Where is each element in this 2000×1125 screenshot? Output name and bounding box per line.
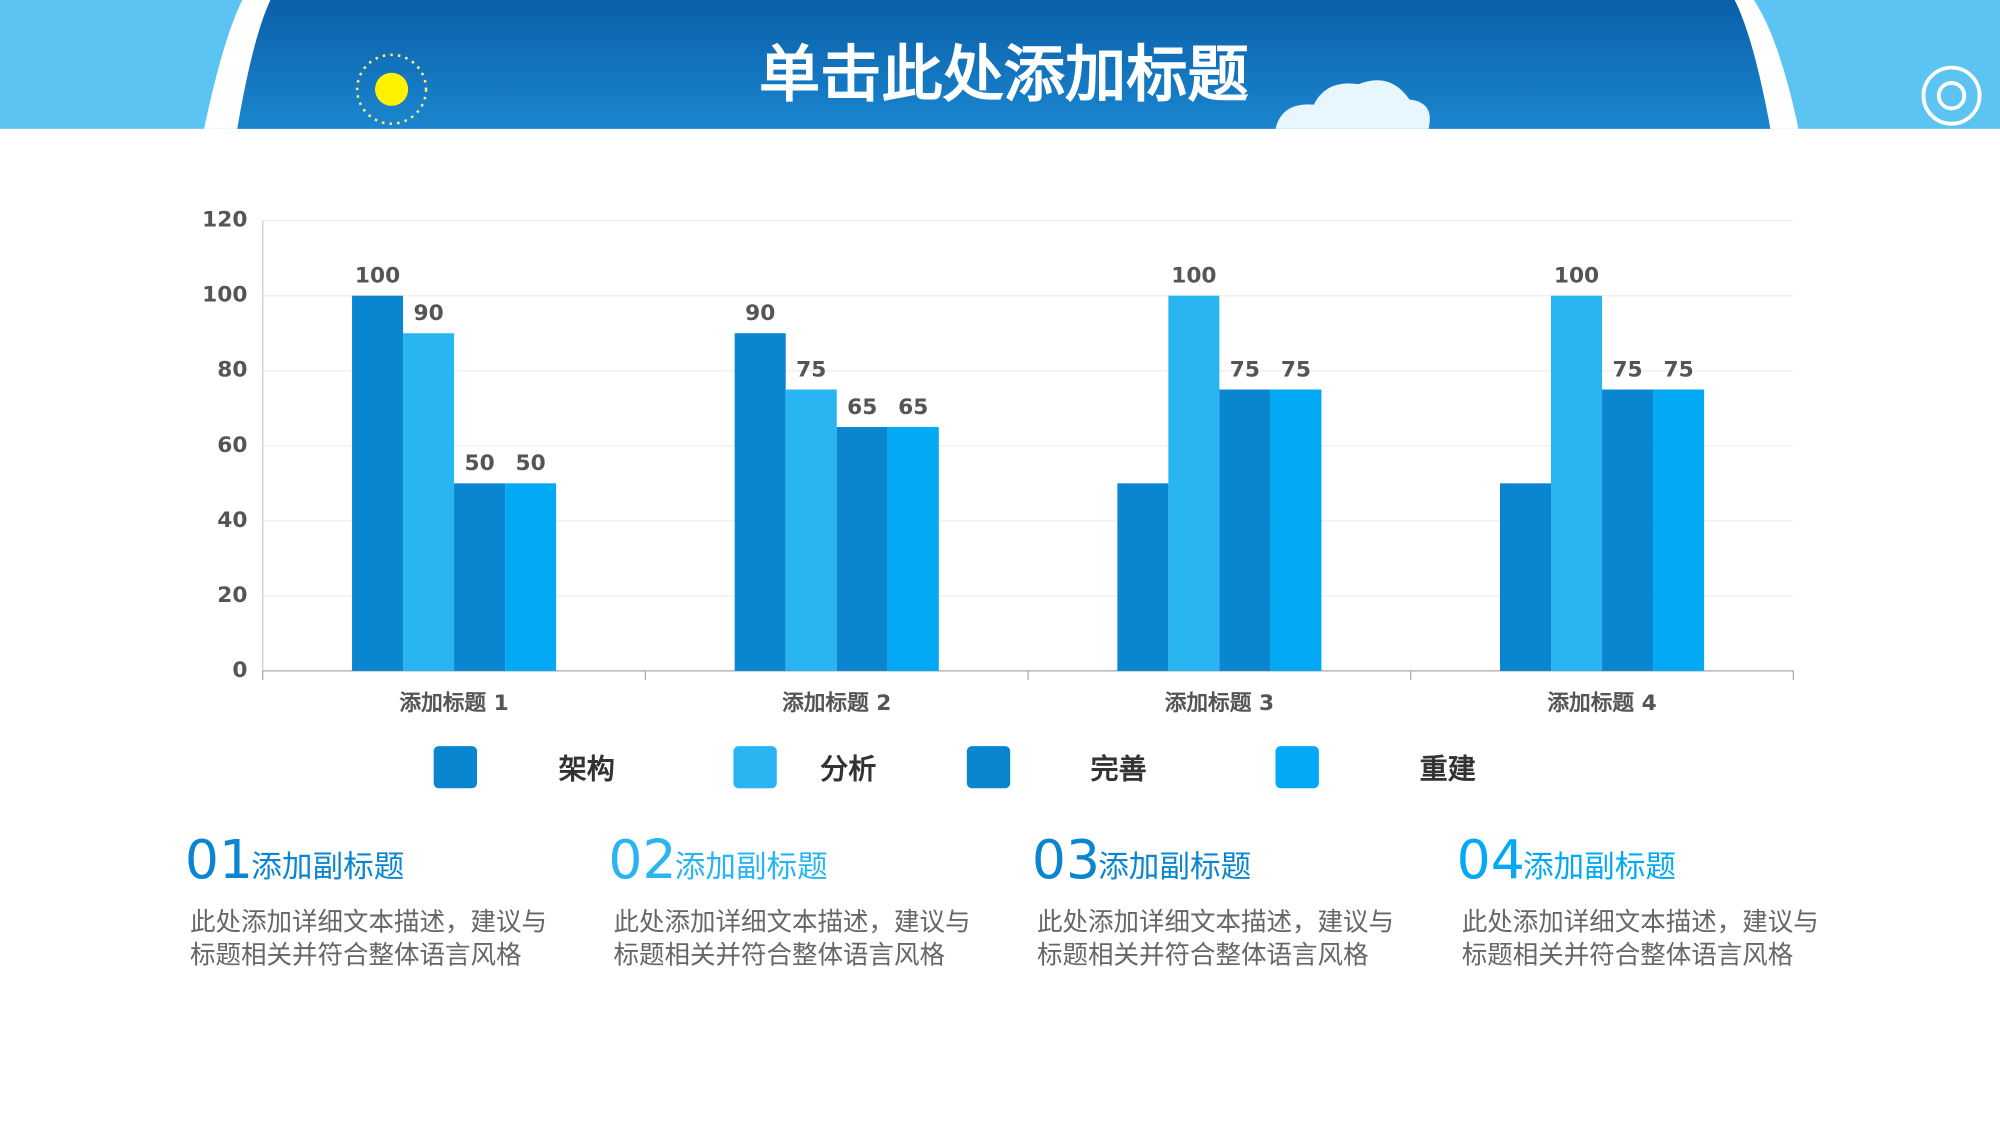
bar bbox=[352, 295, 404, 671]
bar bbox=[1168, 295, 1220, 671]
data-label: 100 bbox=[1554, 264, 1599, 289]
legend-label: 重建 bbox=[1420, 752, 1476, 785]
item-text: 此处添加详细文本描述，建议与 bbox=[1037, 907, 1394, 937]
data-label: 50 bbox=[516, 451, 546, 476]
legend-label: 架构 bbox=[559, 752, 615, 785]
bar bbox=[1270, 389, 1322, 671]
item-text: 此处添加详细文本描述，建议与 bbox=[614, 907, 971, 937]
bar bbox=[836, 427, 888, 671]
bar bbox=[1219, 389, 1271, 671]
bar bbox=[403, 333, 455, 671]
item-text: 此处添加详细文本描述，建议与 bbox=[1462, 907, 1819, 937]
bar bbox=[1500, 483, 1552, 671]
item-text: 标题相关并符合整体语言风格 bbox=[190, 941, 522, 971]
legend-label: 分析 bbox=[820, 752, 876, 785]
item-text: 标题相关并符合整体语言风格 bbox=[1037, 941, 1369, 971]
y-tick-label: 20 bbox=[217, 583, 247, 608]
bar bbox=[1117, 483, 1169, 671]
data-label: 90 bbox=[745, 301, 775, 326]
item-number: 03 bbox=[1032, 828, 1100, 891]
item-text: 标题相关并符合整体语言风格 bbox=[614, 941, 946, 971]
y-tick-label: 0 bbox=[232, 658, 247, 683]
bar bbox=[785, 389, 837, 671]
items: 01添加副标题此处添加详细文本描述，建议与标题相关并符合整体语言风格02添加副标… bbox=[185, 828, 1819, 970]
sun-rays bbox=[355, 53, 428, 125]
sun-icon bbox=[1921, 65, 1982, 126]
bar bbox=[734, 333, 786, 671]
legend-swatch bbox=[433, 746, 478, 789]
legend-swatch bbox=[733, 746, 777, 789]
bar bbox=[1653, 389, 1705, 671]
legend-swatch bbox=[1275, 746, 1319, 789]
x-tick-label: 添加标题 4 bbox=[1547, 690, 1656, 716]
data-label: 75 bbox=[1663, 357, 1693, 382]
y-tick-label: 100 bbox=[202, 283, 247, 308]
bar bbox=[1602, 389, 1654, 671]
y-tick-label: 120 bbox=[202, 208, 247, 233]
data-label: 75 bbox=[1612, 357, 1642, 382]
title: 单击此处添加标题 bbox=[759, 40, 1249, 111]
item-subtitle: 添加副标题 bbox=[675, 850, 828, 885]
data-label: 75 bbox=[1230, 357, 1260, 382]
item-text: 标题相关并符合整体语言风格 bbox=[1462, 941, 1794, 971]
y-tick-label: 80 bbox=[217, 358, 247, 383]
item-subtitle: 添加副标题 bbox=[1098, 850, 1251, 885]
sun-icon-inner bbox=[1936, 80, 1967, 111]
bar bbox=[1551, 295, 1603, 671]
chart: 0 20 40 60 80 100 120 添加标题 1 100 90 50 50 添加标题 2 90 75… bbox=[202, 208, 1795, 789]
x-tick-label: 添加标题 2 bbox=[782, 690, 891, 716]
legend-label: 完善 bbox=[1091, 752, 1147, 785]
y-tick-label: 60 bbox=[217, 433, 247, 458]
item-number: 01 bbox=[185, 828, 253, 891]
data-label: 65 bbox=[847, 395, 877, 420]
data-label: 75 bbox=[1281, 357, 1311, 382]
item-subtitle: 添加副标题 bbox=[1523, 850, 1676, 885]
x-tick-label: 添加标题 1 bbox=[399, 690, 508, 716]
y-tick-label: 40 bbox=[217, 508, 247, 533]
bar bbox=[454, 483, 506, 671]
data-label: 100 bbox=[1171, 264, 1216, 289]
data-label: 90 bbox=[413, 301, 443, 326]
legend-swatch bbox=[966, 746, 1011, 789]
bar bbox=[505, 483, 557, 671]
data-label: 50 bbox=[465, 451, 495, 476]
data-label: 75 bbox=[796, 357, 826, 382]
item-number: 04 bbox=[1457, 828, 1525, 891]
bar bbox=[887, 427, 939, 671]
item-text: 此处添加详细文本描述，建议与 bbox=[190, 907, 547, 937]
item-subtitle: 添加副标题 bbox=[251, 850, 404, 885]
data-label: 100 bbox=[355, 264, 400, 289]
sun bbox=[375, 72, 409, 106]
x-tick-label: 添加标题 3 bbox=[1165, 690, 1274, 716]
cloud bbox=[1275, 80, 1430, 129]
item-number: 02 bbox=[608, 828, 676, 891]
data-label: 65 bbox=[898, 395, 928, 420]
